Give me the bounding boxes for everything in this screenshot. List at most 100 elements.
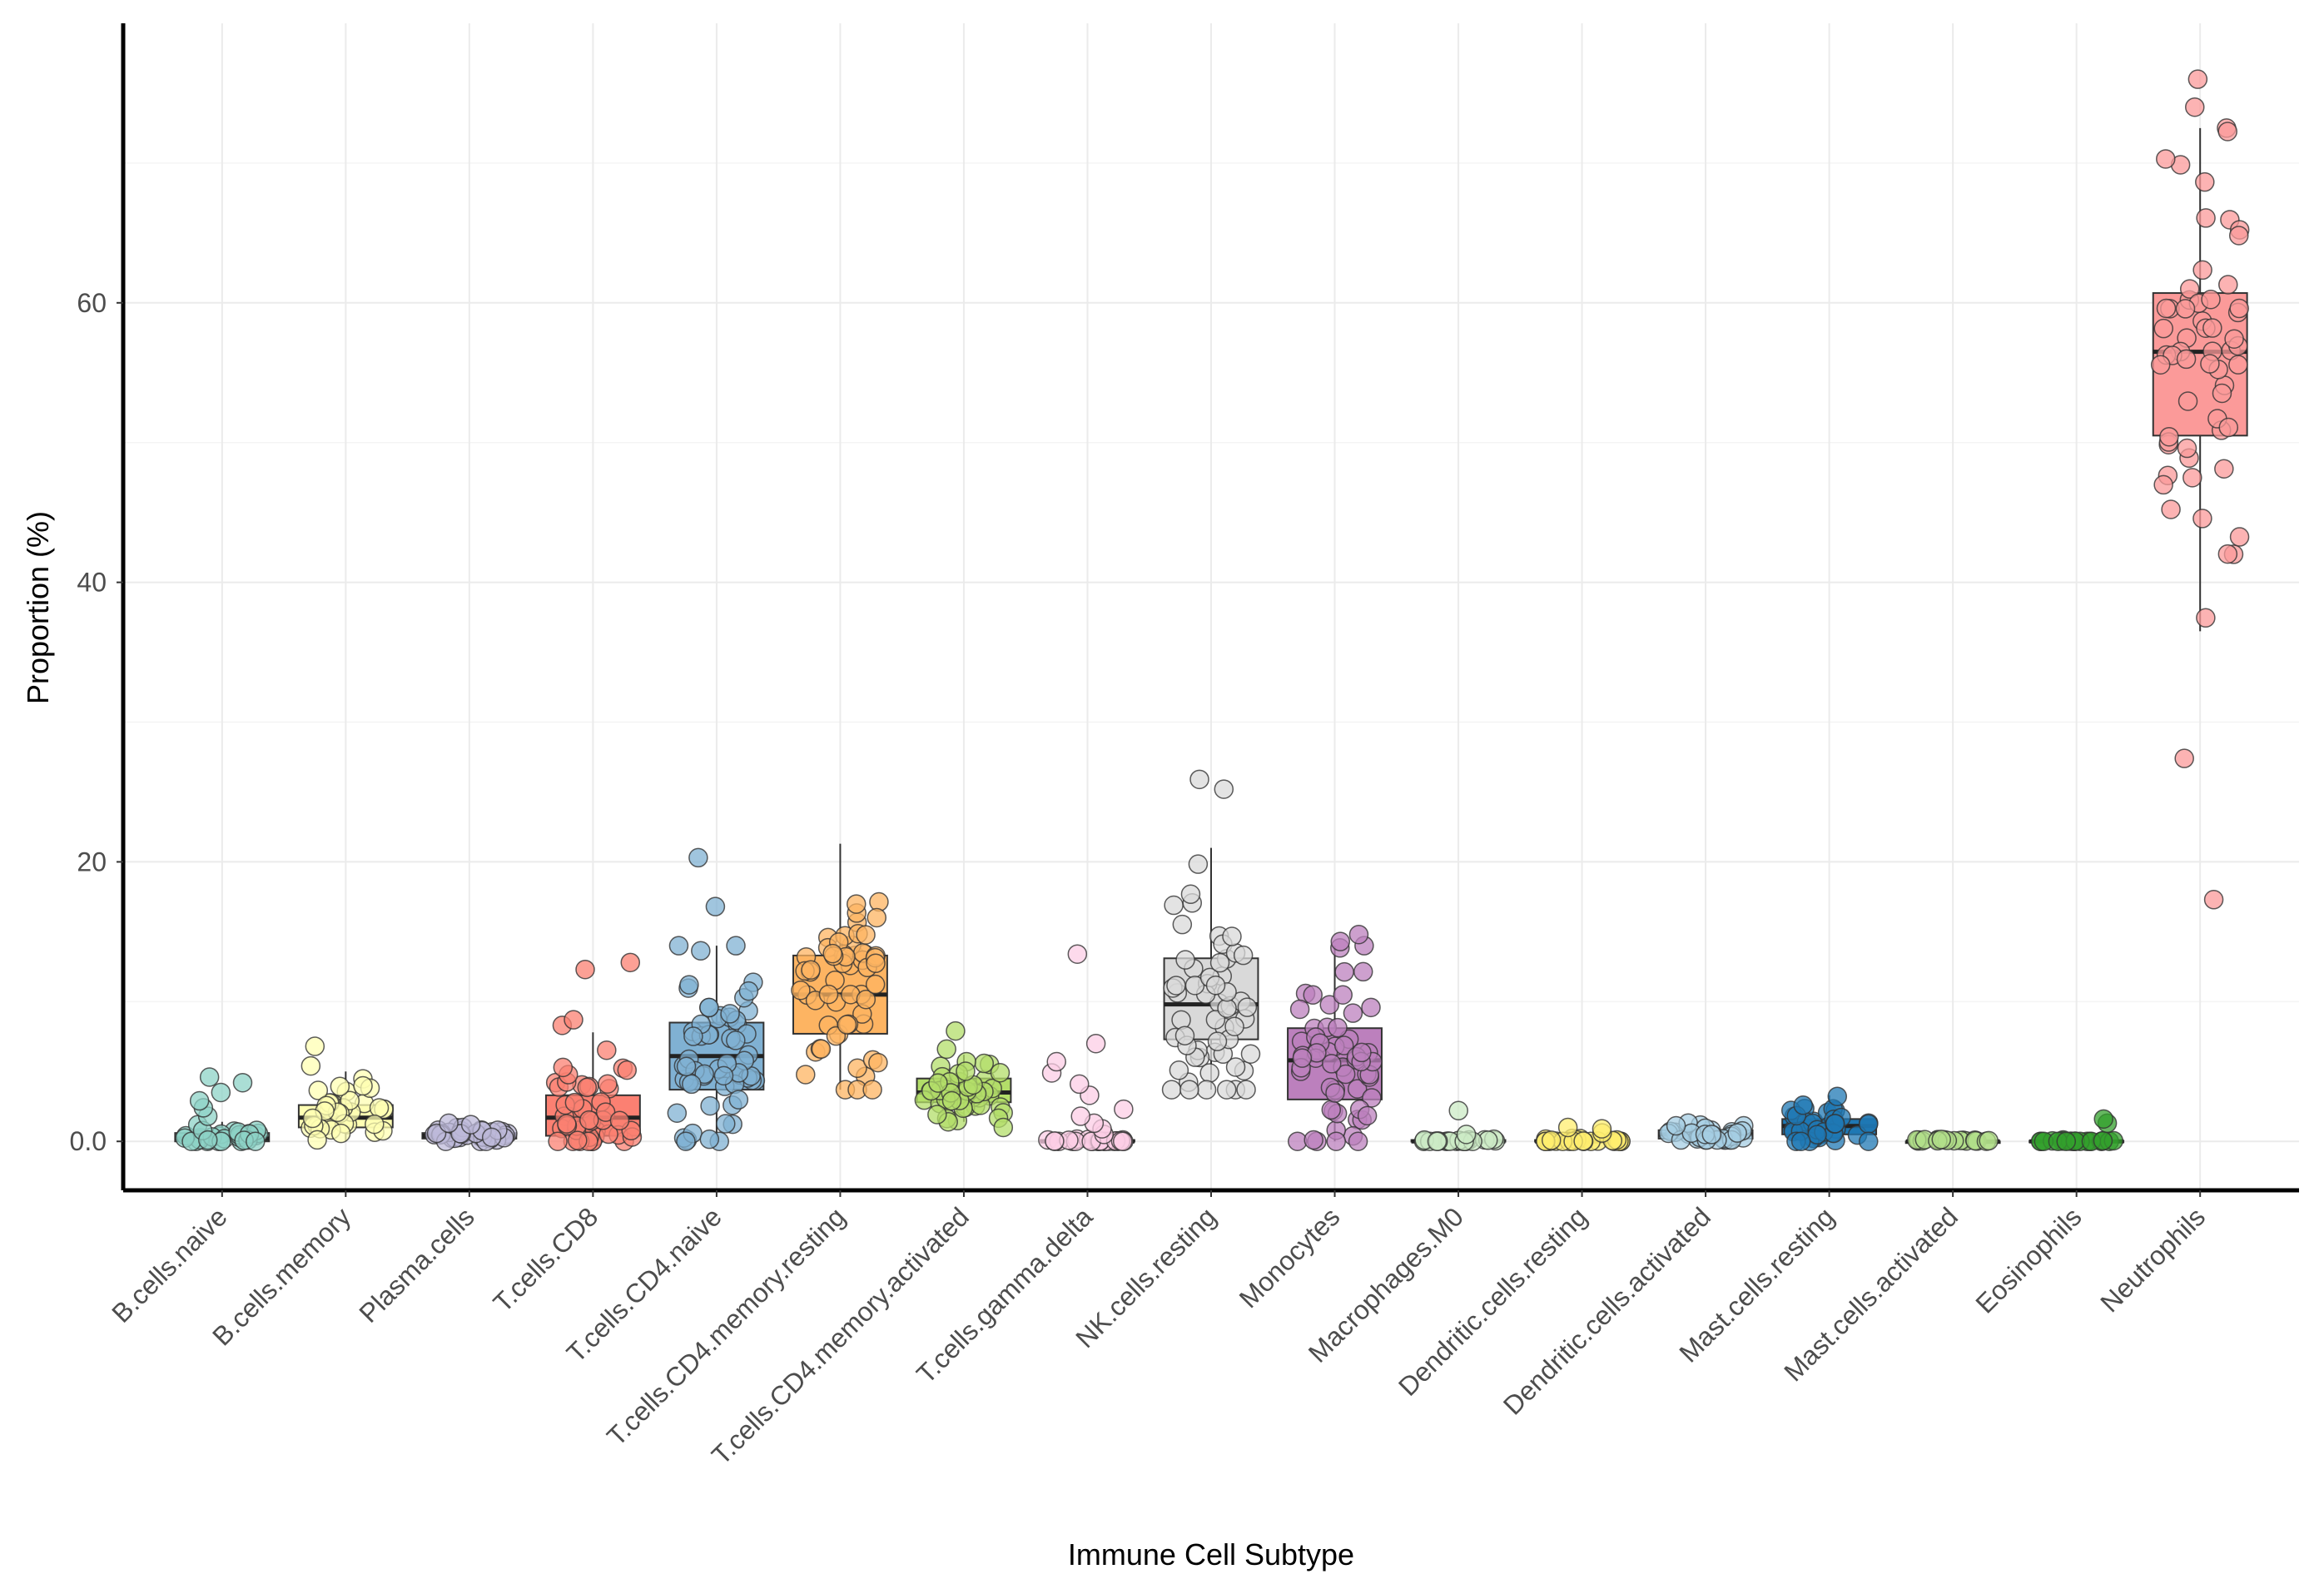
y-tick-labels: 0.0 20 40 60 bbox=[70, 288, 123, 1156]
data-point bbox=[308, 1080, 329, 1100]
data-point bbox=[1343, 1003, 1363, 1023]
data-point bbox=[2182, 468, 2202, 488]
data-point bbox=[1166, 976, 1186, 996]
data-point bbox=[330, 1076, 350, 1097]
data-point bbox=[700, 1095, 720, 1116]
data-point bbox=[564, 1010, 583, 1030]
data-point bbox=[2093, 1130, 2113, 1151]
data-point bbox=[2056, 1131, 2077, 1151]
data-point bbox=[811, 1039, 832, 1059]
data-point bbox=[713, 1065, 734, 1086]
data-point bbox=[1216, 1080, 1237, 1100]
data-point bbox=[1348, 924, 1369, 945]
data-point bbox=[1325, 1083, 1345, 1103]
data-point bbox=[481, 1127, 502, 1148]
data-point bbox=[865, 974, 886, 995]
data-point bbox=[1189, 769, 1209, 790]
data-point bbox=[716, 1114, 736, 1134]
data-point bbox=[1199, 1063, 1219, 1083]
data-point bbox=[1361, 997, 1381, 1018]
data-point bbox=[617, 1060, 638, 1080]
data-point bbox=[2156, 298, 2177, 319]
data-point bbox=[2187, 69, 2208, 89]
data-point bbox=[460, 1115, 481, 1135]
data-point bbox=[2202, 318, 2222, 338]
x-axis-title: Immune Cell Subtype bbox=[1068, 1537, 1354, 1572]
data-point bbox=[1179, 1080, 1199, 1100]
data-point bbox=[2150, 355, 2171, 375]
data-point bbox=[2175, 299, 2196, 319]
data-point bbox=[199, 1067, 220, 1087]
data-point bbox=[568, 1130, 588, 1150]
data-point bbox=[2161, 499, 2181, 519]
data-point bbox=[353, 1075, 373, 1096]
data-point bbox=[340, 1090, 360, 1111]
data-point bbox=[609, 1110, 630, 1130]
data-point bbox=[822, 943, 842, 964]
data-point bbox=[927, 1105, 947, 1125]
data-point bbox=[198, 1130, 218, 1150]
data-point bbox=[577, 1077, 598, 1098]
data-point bbox=[1175, 950, 1195, 970]
data-point bbox=[791, 980, 811, 1001]
data-point bbox=[2185, 97, 2205, 117]
data-point bbox=[1172, 914, 1193, 935]
data-point bbox=[1222, 926, 1242, 946]
data-point bbox=[868, 1052, 888, 1073]
data-point bbox=[1169, 1060, 1189, 1080]
data-point bbox=[1825, 1114, 1845, 1134]
data-point bbox=[1319, 995, 1339, 1015]
data-point bbox=[679, 975, 699, 995]
data-point bbox=[2174, 748, 2194, 768]
data-point bbox=[1353, 961, 1373, 982]
data-point bbox=[2217, 544, 2238, 564]
data-point bbox=[1330, 931, 1351, 951]
data-point bbox=[1701, 1125, 1722, 1145]
data-point bbox=[1727, 1123, 1747, 1143]
data-point bbox=[330, 1123, 351, 1144]
data-point bbox=[1979, 1130, 1999, 1151]
data-point bbox=[862, 1080, 882, 1100]
data-point bbox=[1161, 1080, 1182, 1100]
data-point bbox=[720, 1004, 740, 1024]
data-point bbox=[691, 941, 711, 961]
data-point bbox=[564, 1092, 585, 1113]
data-point bbox=[1858, 1114, 1879, 1135]
data-point bbox=[579, 1110, 599, 1130]
data-point bbox=[1335, 1064, 1356, 1085]
data-point bbox=[941, 1090, 962, 1111]
data-point bbox=[620, 952, 641, 973]
data-point bbox=[694, 1064, 714, 1085]
data-point bbox=[956, 1061, 976, 1081]
data-point bbox=[1859, 1131, 1879, 1151]
data-point bbox=[2156, 149, 2176, 169]
data-point bbox=[1827, 1086, 1848, 1106]
data-point bbox=[2224, 329, 2244, 349]
data-point bbox=[2228, 355, 2248, 375]
data-point bbox=[1573, 1131, 1593, 1151]
data-point bbox=[548, 1131, 568, 1151]
data-point bbox=[1347, 1079, 1368, 1099]
data-point bbox=[1321, 1054, 1342, 1074]
data-point bbox=[847, 894, 867, 914]
data-point bbox=[1114, 1099, 1134, 1120]
data-point bbox=[1333, 985, 1353, 1005]
data-point bbox=[676, 1131, 696, 1151]
data-point bbox=[866, 953, 886, 974]
y-tick-label: 60 bbox=[77, 288, 107, 318]
data-point bbox=[1046, 1051, 1066, 1072]
data-point bbox=[1357, 1105, 1378, 1126]
data-point bbox=[211, 1082, 231, 1103]
data-point bbox=[307, 1130, 327, 1150]
data-point bbox=[1541, 1130, 1562, 1150]
data-point bbox=[1326, 1131, 1347, 1151]
data-point bbox=[369, 1098, 390, 1118]
data-point bbox=[1333, 1035, 1354, 1055]
data-point bbox=[2229, 298, 2249, 319]
y-tick-label: 40 bbox=[77, 568, 107, 598]
data-point bbox=[2178, 391, 2198, 411]
data-point bbox=[1427, 1131, 1448, 1151]
y-axis-title: Proportion (%) bbox=[21, 511, 55, 704]
